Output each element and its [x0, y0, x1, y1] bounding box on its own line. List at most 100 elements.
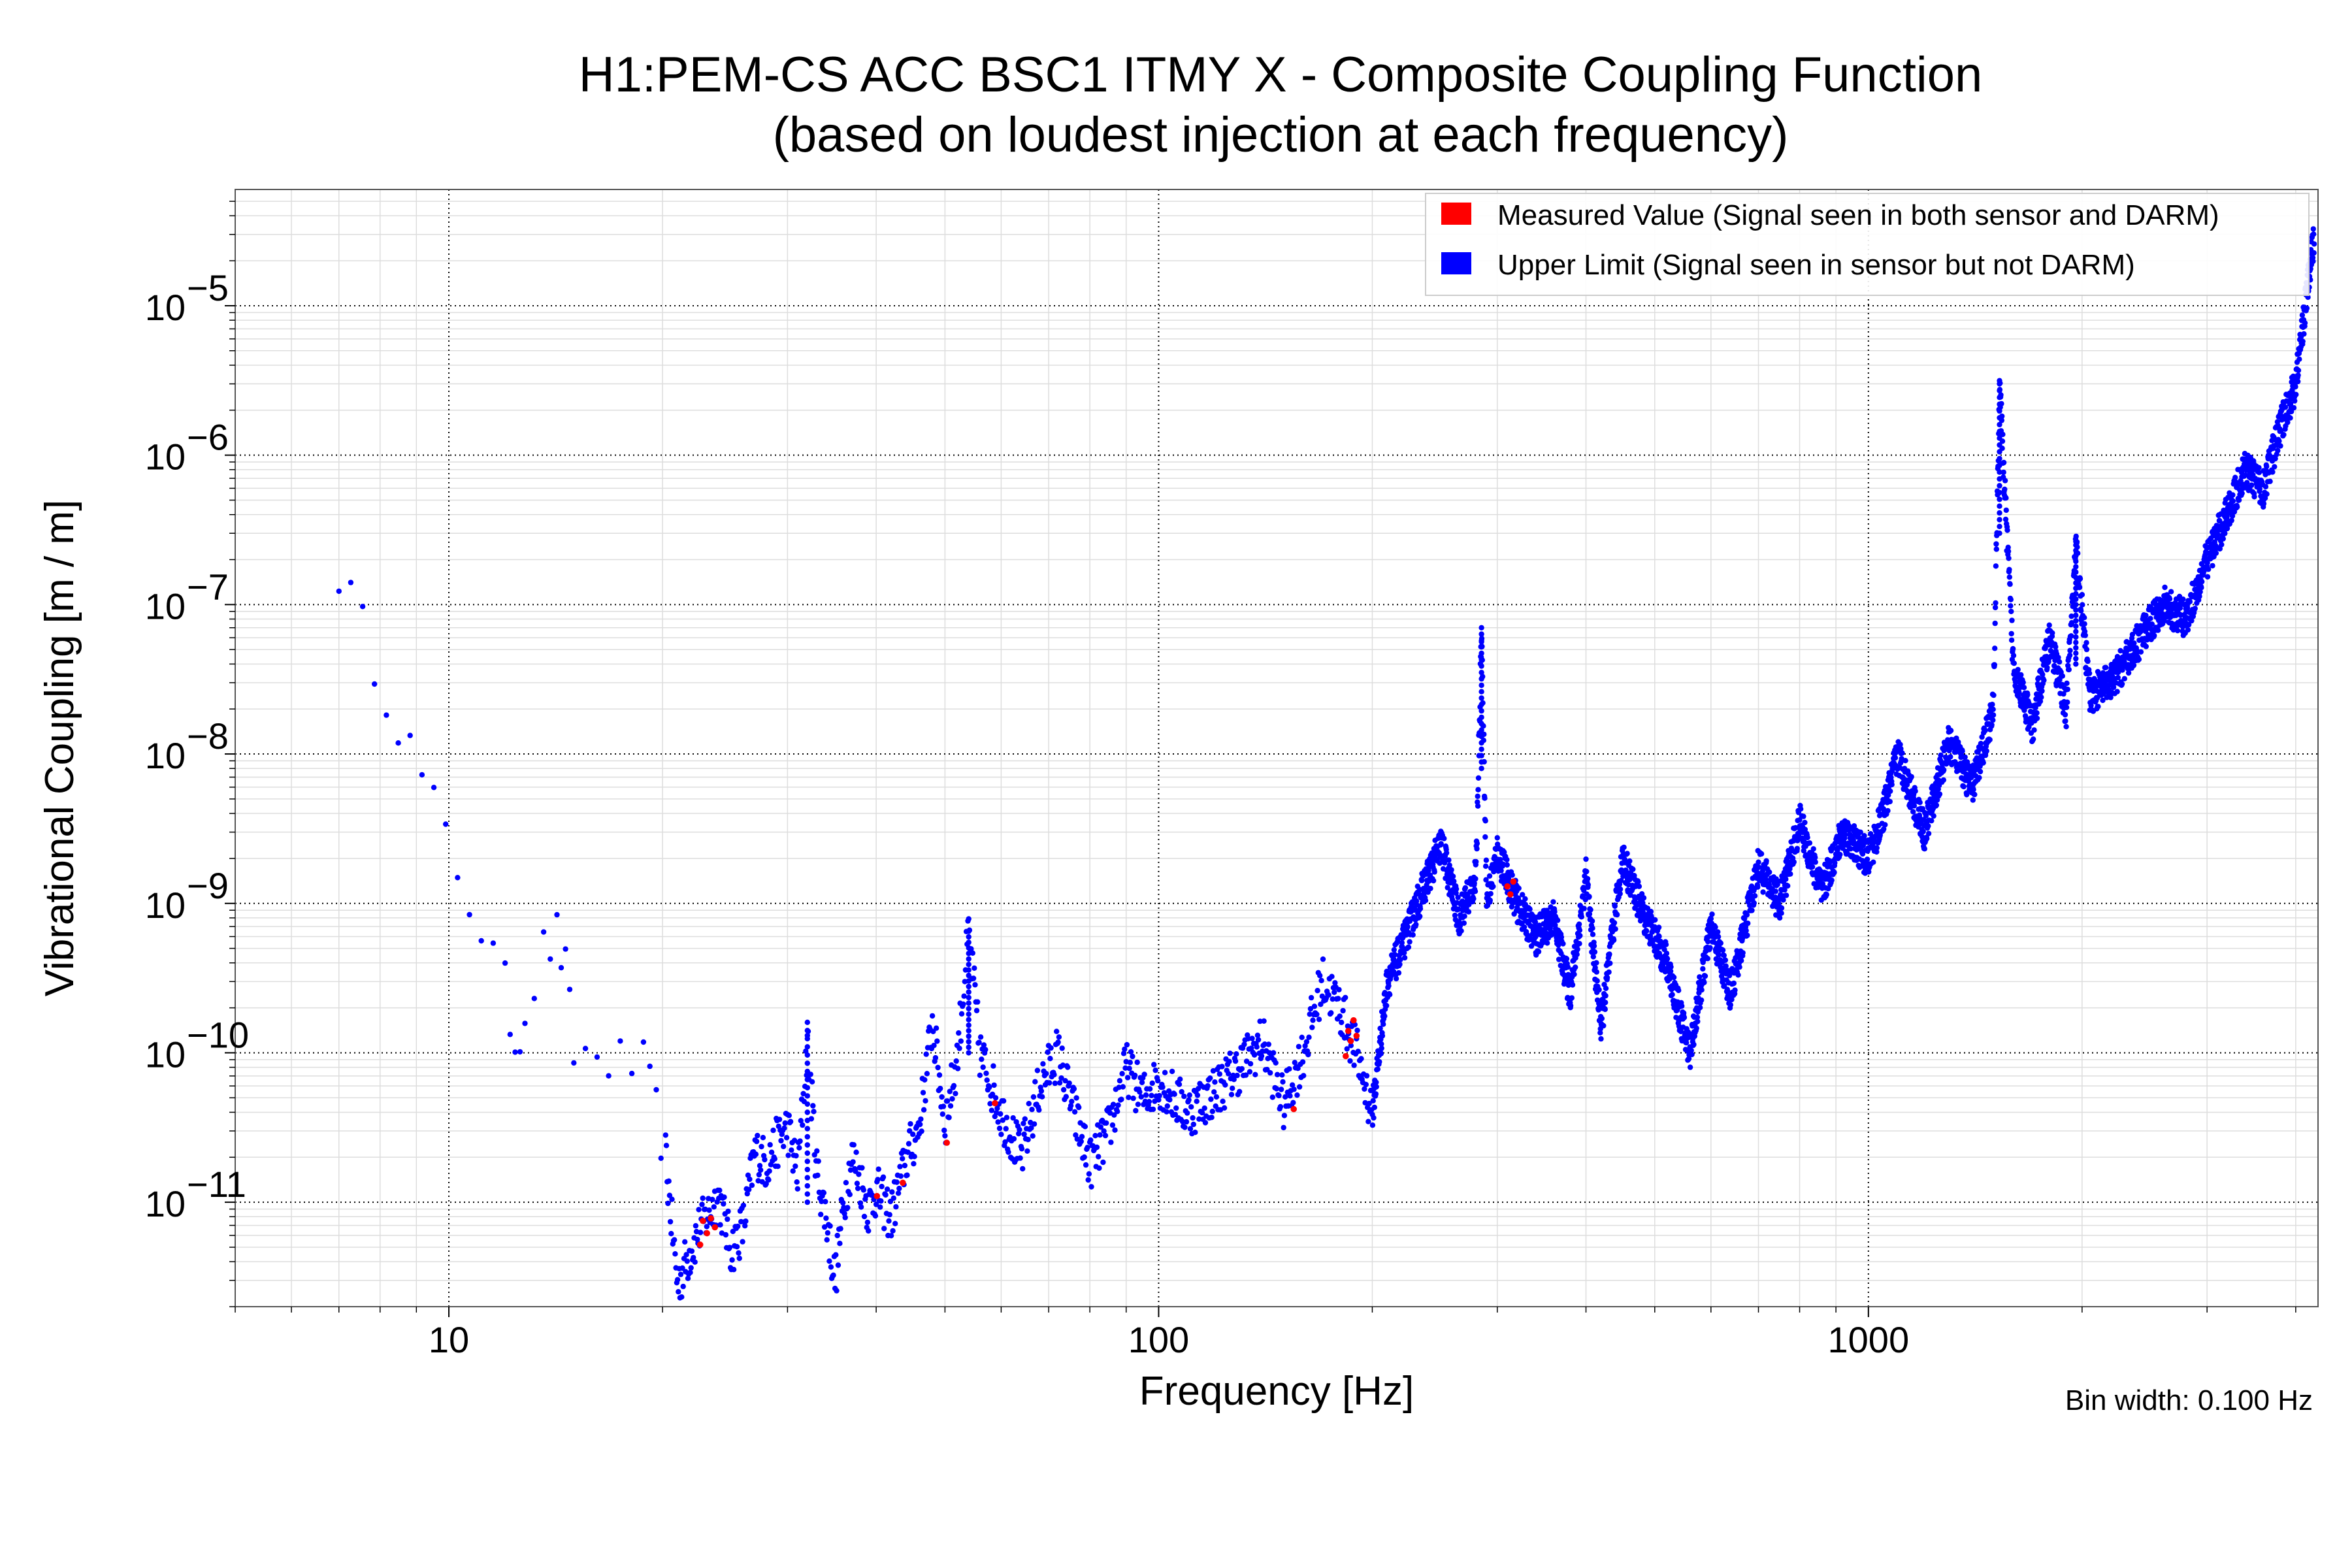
- upper-limit-point: [989, 1091, 996, 1098]
- upper-limit-point: [1785, 883, 1791, 889]
- upper-limit-point: [1997, 469, 2002, 475]
- upper-limit-point: [1369, 1122, 1376, 1128]
- upper-limit-point: [1737, 964, 1742, 970]
- upper-limit-point: [1227, 1051, 1233, 1056]
- upper-limit-point: [1445, 885, 1450, 890]
- y-tick-label-exponent: −8: [187, 715, 229, 757]
- upper-limit-point: [2053, 644, 2059, 650]
- upper-limit-point: [929, 1013, 936, 1019]
- upper-limit-point: [853, 1149, 859, 1155]
- upper-limit-point: [1375, 1066, 1380, 1072]
- upper-limit-point: [2293, 391, 2299, 398]
- upper-limit-point: [2006, 574, 2012, 580]
- upper-limit-point: [2038, 694, 2044, 700]
- upper-limit-point: [1373, 1091, 1379, 1097]
- upper-limit-point: [995, 1119, 1001, 1125]
- upper-limit-point: [1276, 1092, 1282, 1099]
- upper-limit-point: [1599, 1015, 1605, 1022]
- upper-limit-point: [1000, 1117, 1006, 1123]
- upper-limit-point: [833, 1252, 839, 1258]
- upper-limit-point: [804, 1028, 811, 1034]
- upper-limit-point: [1842, 832, 1848, 838]
- upper-limit-point: [855, 1185, 861, 1192]
- upper-limit-point: [883, 1192, 889, 1198]
- upper-limit-point: [1527, 906, 1533, 912]
- upper-limit-point: [1993, 541, 1999, 547]
- upper-limit-point: [1373, 1079, 1379, 1085]
- upper-limit-point: [2083, 646, 2090, 653]
- upper-limit-point: [1417, 913, 1423, 919]
- upper-limit-point: [1997, 449, 2002, 455]
- upper-limit-point: [810, 1103, 816, 1109]
- upper-limit-point: [2114, 689, 2120, 694]
- upper-limit-point: [1892, 755, 1899, 761]
- upper-limit-point: [998, 1111, 1004, 1117]
- upper-limit-point: [804, 1150, 811, 1156]
- upper-limit-point: [1805, 834, 1810, 841]
- upper-limit-point: [966, 967, 972, 973]
- upper-limit-point: [1592, 949, 1598, 955]
- upper-limit-point: [721, 1194, 727, 1200]
- upper-limit-point: [1182, 1124, 1188, 1130]
- upper-limit-point: [966, 978, 972, 984]
- upper-limit-point: [1897, 742, 1903, 747]
- upper-limit-point: [2073, 591, 2079, 596]
- upper-limit-point: [766, 1177, 772, 1183]
- upper-limit-point: [911, 1154, 917, 1160]
- upper-limit-point: [798, 1118, 804, 1124]
- upper-limit-point: [717, 1187, 723, 1194]
- upper-limit-point: [966, 972, 972, 979]
- upper-limit-point: [1096, 1165, 1102, 1171]
- upper-limit-point: [1611, 920, 1618, 926]
- upper-limit-point: [743, 1218, 749, 1224]
- upper-limit-point: [892, 1220, 898, 1227]
- upper-limit-point: [2285, 419, 2291, 425]
- upper-limit-point: [2085, 658, 2091, 664]
- upper-limit-point: [835, 1262, 841, 1268]
- upper-limit-point: [804, 1093, 811, 1099]
- upper-limit-point: [887, 1212, 892, 1218]
- upper-limit-point: [845, 1205, 851, 1211]
- upper-limit-point: [1088, 1137, 1094, 1143]
- upper-limit-point: [1164, 1109, 1169, 1115]
- upper-limit-point: [1461, 920, 1467, 926]
- upper-limit-point: [1990, 712, 1997, 718]
- upper-limit-point: [1184, 1110, 1190, 1116]
- upper-limit-point: [1307, 1005, 1314, 1012]
- upper-limit-point: [1155, 1078, 1161, 1084]
- upper-limit-point: [2242, 472, 2248, 478]
- upper-limit-point: [1034, 1068, 1041, 1073]
- upper-limit-point: [1181, 1093, 1187, 1100]
- upper-limit-point: [667, 1218, 674, 1225]
- upper-limit-point: [2073, 542, 2079, 548]
- upper-limit-point: [977, 1072, 983, 1079]
- upper-limit-point: [880, 1174, 887, 1180]
- upper-limit-point: [879, 1183, 885, 1190]
- upper-limit-point: [2086, 670, 2093, 676]
- upper-limit-point: [1254, 1032, 1261, 1038]
- upper-limit-point: [785, 1152, 791, 1158]
- upper-limit-point: [1231, 1077, 1237, 1083]
- upper-limit-point: [2073, 547, 2079, 553]
- upper-limit-point: [1729, 996, 1735, 1003]
- upper-limit-point: [1678, 1028, 1684, 1035]
- upper-limit-point: [1183, 1119, 1190, 1125]
- upper-limit-point: [1299, 1059, 1306, 1065]
- upper-limit-point: [1911, 803, 1918, 809]
- upper-limit-point: [1751, 900, 1757, 906]
- upper-limit-point: [1621, 844, 1627, 851]
- upper-limit-point: [1744, 912, 1750, 918]
- upper-limit-point: [1065, 1064, 1071, 1070]
- upper-limit-point: [2035, 675, 2042, 681]
- upper-limit-point: [1993, 546, 1999, 552]
- upper-limit-point: [970, 975, 977, 981]
- upper-limit-point: [696, 1207, 702, 1213]
- measured-point: [1347, 1037, 1354, 1045]
- upper-limit-point: [1978, 740, 1984, 747]
- upper-limit-point: [684, 1258, 691, 1264]
- measured-point: [711, 1224, 718, 1231]
- upper-limit-point: [1959, 748, 1965, 755]
- upper-limit-point: [856, 1171, 862, 1177]
- upper-limit-point: [1010, 1115, 1016, 1121]
- upper-limit-point: [2287, 401, 2294, 407]
